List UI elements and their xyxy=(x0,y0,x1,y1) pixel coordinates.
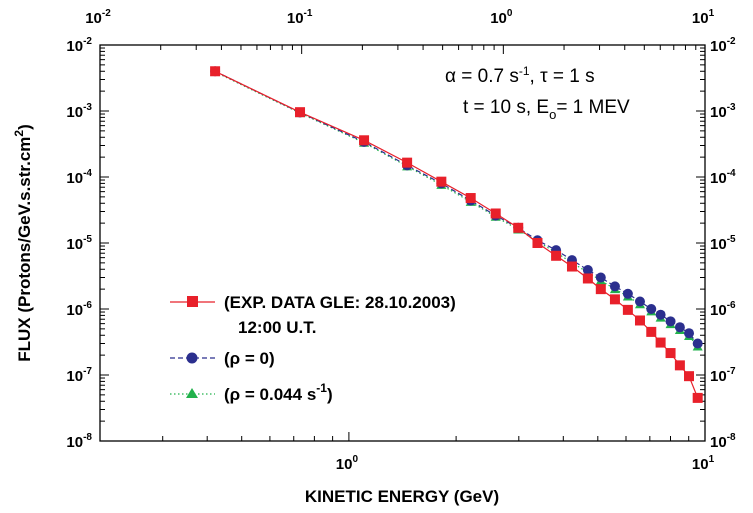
legend-marker-square xyxy=(187,296,198,307)
y-right-tick-label: 10-8 xyxy=(710,432,736,451)
data-point-square xyxy=(551,250,562,261)
top-tick-label: 101 xyxy=(692,8,715,27)
data-point-circle xyxy=(609,281,620,292)
y-tick-label: 10-6 xyxy=(66,300,92,319)
y-tick-label: 10-2 xyxy=(66,36,92,55)
data-point-square xyxy=(532,238,543,248)
data-point-square xyxy=(465,193,476,204)
legend-label-rho-0: (ρ = 0) xyxy=(224,349,275,368)
annotation-time-energy: t = 10 s, Eo= 1 MEV xyxy=(463,97,630,122)
y-tick-label: 10-3 xyxy=(66,102,92,121)
y-right-tick-label: 10-7 xyxy=(710,366,736,385)
data-point-circle xyxy=(665,316,676,327)
series-line xyxy=(214,70,699,344)
data-point-square xyxy=(295,107,306,118)
y-tick-label: 10-7 xyxy=(66,366,92,385)
x-tick-label: 100 xyxy=(336,454,359,473)
y-tick-label: 10-4 xyxy=(66,168,92,187)
series-line xyxy=(214,71,699,347)
legend-item-rho-0: (ρ = 0) xyxy=(170,349,275,368)
axes-ticks: 100 101 10-2 10-1 100 101 10-2 10-2 10-3 10-3 10-4… xyxy=(66,8,736,473)
legend-item-rho-0044: (ρ = 0.044 s-1) xyxy=(170,381,333,404)
y-right-tick-label: 10-6 xyxy=(710,300,736,319)
data-point-square xyxy=(490,208,501,219)
data-point-square xyxy=(436,176,447,187)
top-tick-label: 10-2 xyxy=(85,8,111,27)
y-tick-label: 10-5 xyxy=(66,234,92,253)
x-tick-label: 101 xyxy=(692,454,715,473)
legend-label-exp-time: 12:00 U.T. xyxy=(238,318,316,337)
legend: (EXP. DATA GLE: 28.10.2003) 12:00 U.T. (… xyxy=(170,293,456,404)
data-point-square xyxy=(674,360,685,371)
data-point-square xyxy=(402,157,413,168)
legend-marker-circle xyxy=(186,352,198,364)
data-point-square xyxy=(634,315,645,326)
y-right-tick-label: 10-5 xyxy=(710,234,736,253)
top-tick-label: 10-1 xyxy=(287,8,313,27)
legend-label-exp: (EXP. DATA GLE: 28.10.2003) xyxy=(224,293,456,312)
data-point-circle xyxy=(634,296,645,307)
data-point-circle xyxy=(646,304,657,314)
data-point-square xyxy=(622,304,633,315)
data-point-square xyxy=(646,326,657,337)
y-right-tick-label: 10-3 xyxy=(710,102,736,121)
data-point-circle xyxy=(655,309,666,320)
y-axis-label: FLUX (Protons/GeV.s.str.cm2) xyxy=(12,124,34,362)
data-point-square xyxy=(513,222,524,233)
data-point-square xyxy=(692,392,703,403)
data-point-square xyxy=(595,284,606,295)
data-point-square xyxy=(566,261,577,272)
legend-label-rho-0044: (ρ = 0.044 s-1) xyxy=(224,381,333,404)
annotation-alpha-tau: α = 0.7 s-1, τ = 1 s xyxy=(445,64,595,87)
data-point-circle xyxy=(692,338,703,349)
y-tick-label: 10-8 xyxy=(66,432,92,451)
data-point-circle xyxy=(622,288,633,299)
data-point-square xyxy=(582,273,593,284)
y-right-tick-label: 10-2 xyxy=(710,36,736,55)
data-point-square xyxy=(684,371,695,382)
series-layer xyxy=(210,66,703,403)
series-line xyxy=(214,70,699,399)
data-point-circle xyxy=(684,328,695,339)
x-axis-label: KINETIC ENERGY (GeV) xyxy=(305,487,499,506)
y-right-tick-label: 10-4 xyxy=(710,168,736,187)
data-point-square xyxy=(655,337,666,348)
data-point-circle xyxy=(674,322,685,333)
legend-item-exp-data: (EXP. DATA GLE: 28.10.2003) 12:00 U.T. xyxy=(170,293,456,337)
legend-marker-triangle xyxy=(186,388,198,398)
data-point-square xyxy=(359,135,370,146)
data-point-square xyxy=(609,294,620,305)
top-tick-label: 100 xyxy=(490,8,513,27)
data-point-circle xyxy=(582,264,593,275)
data-point-square xyxy=(210,66,221,77)
data-point-circle xyxy=(595,272,606,283)
data-point-square xyxy=(665,348,676,359)
